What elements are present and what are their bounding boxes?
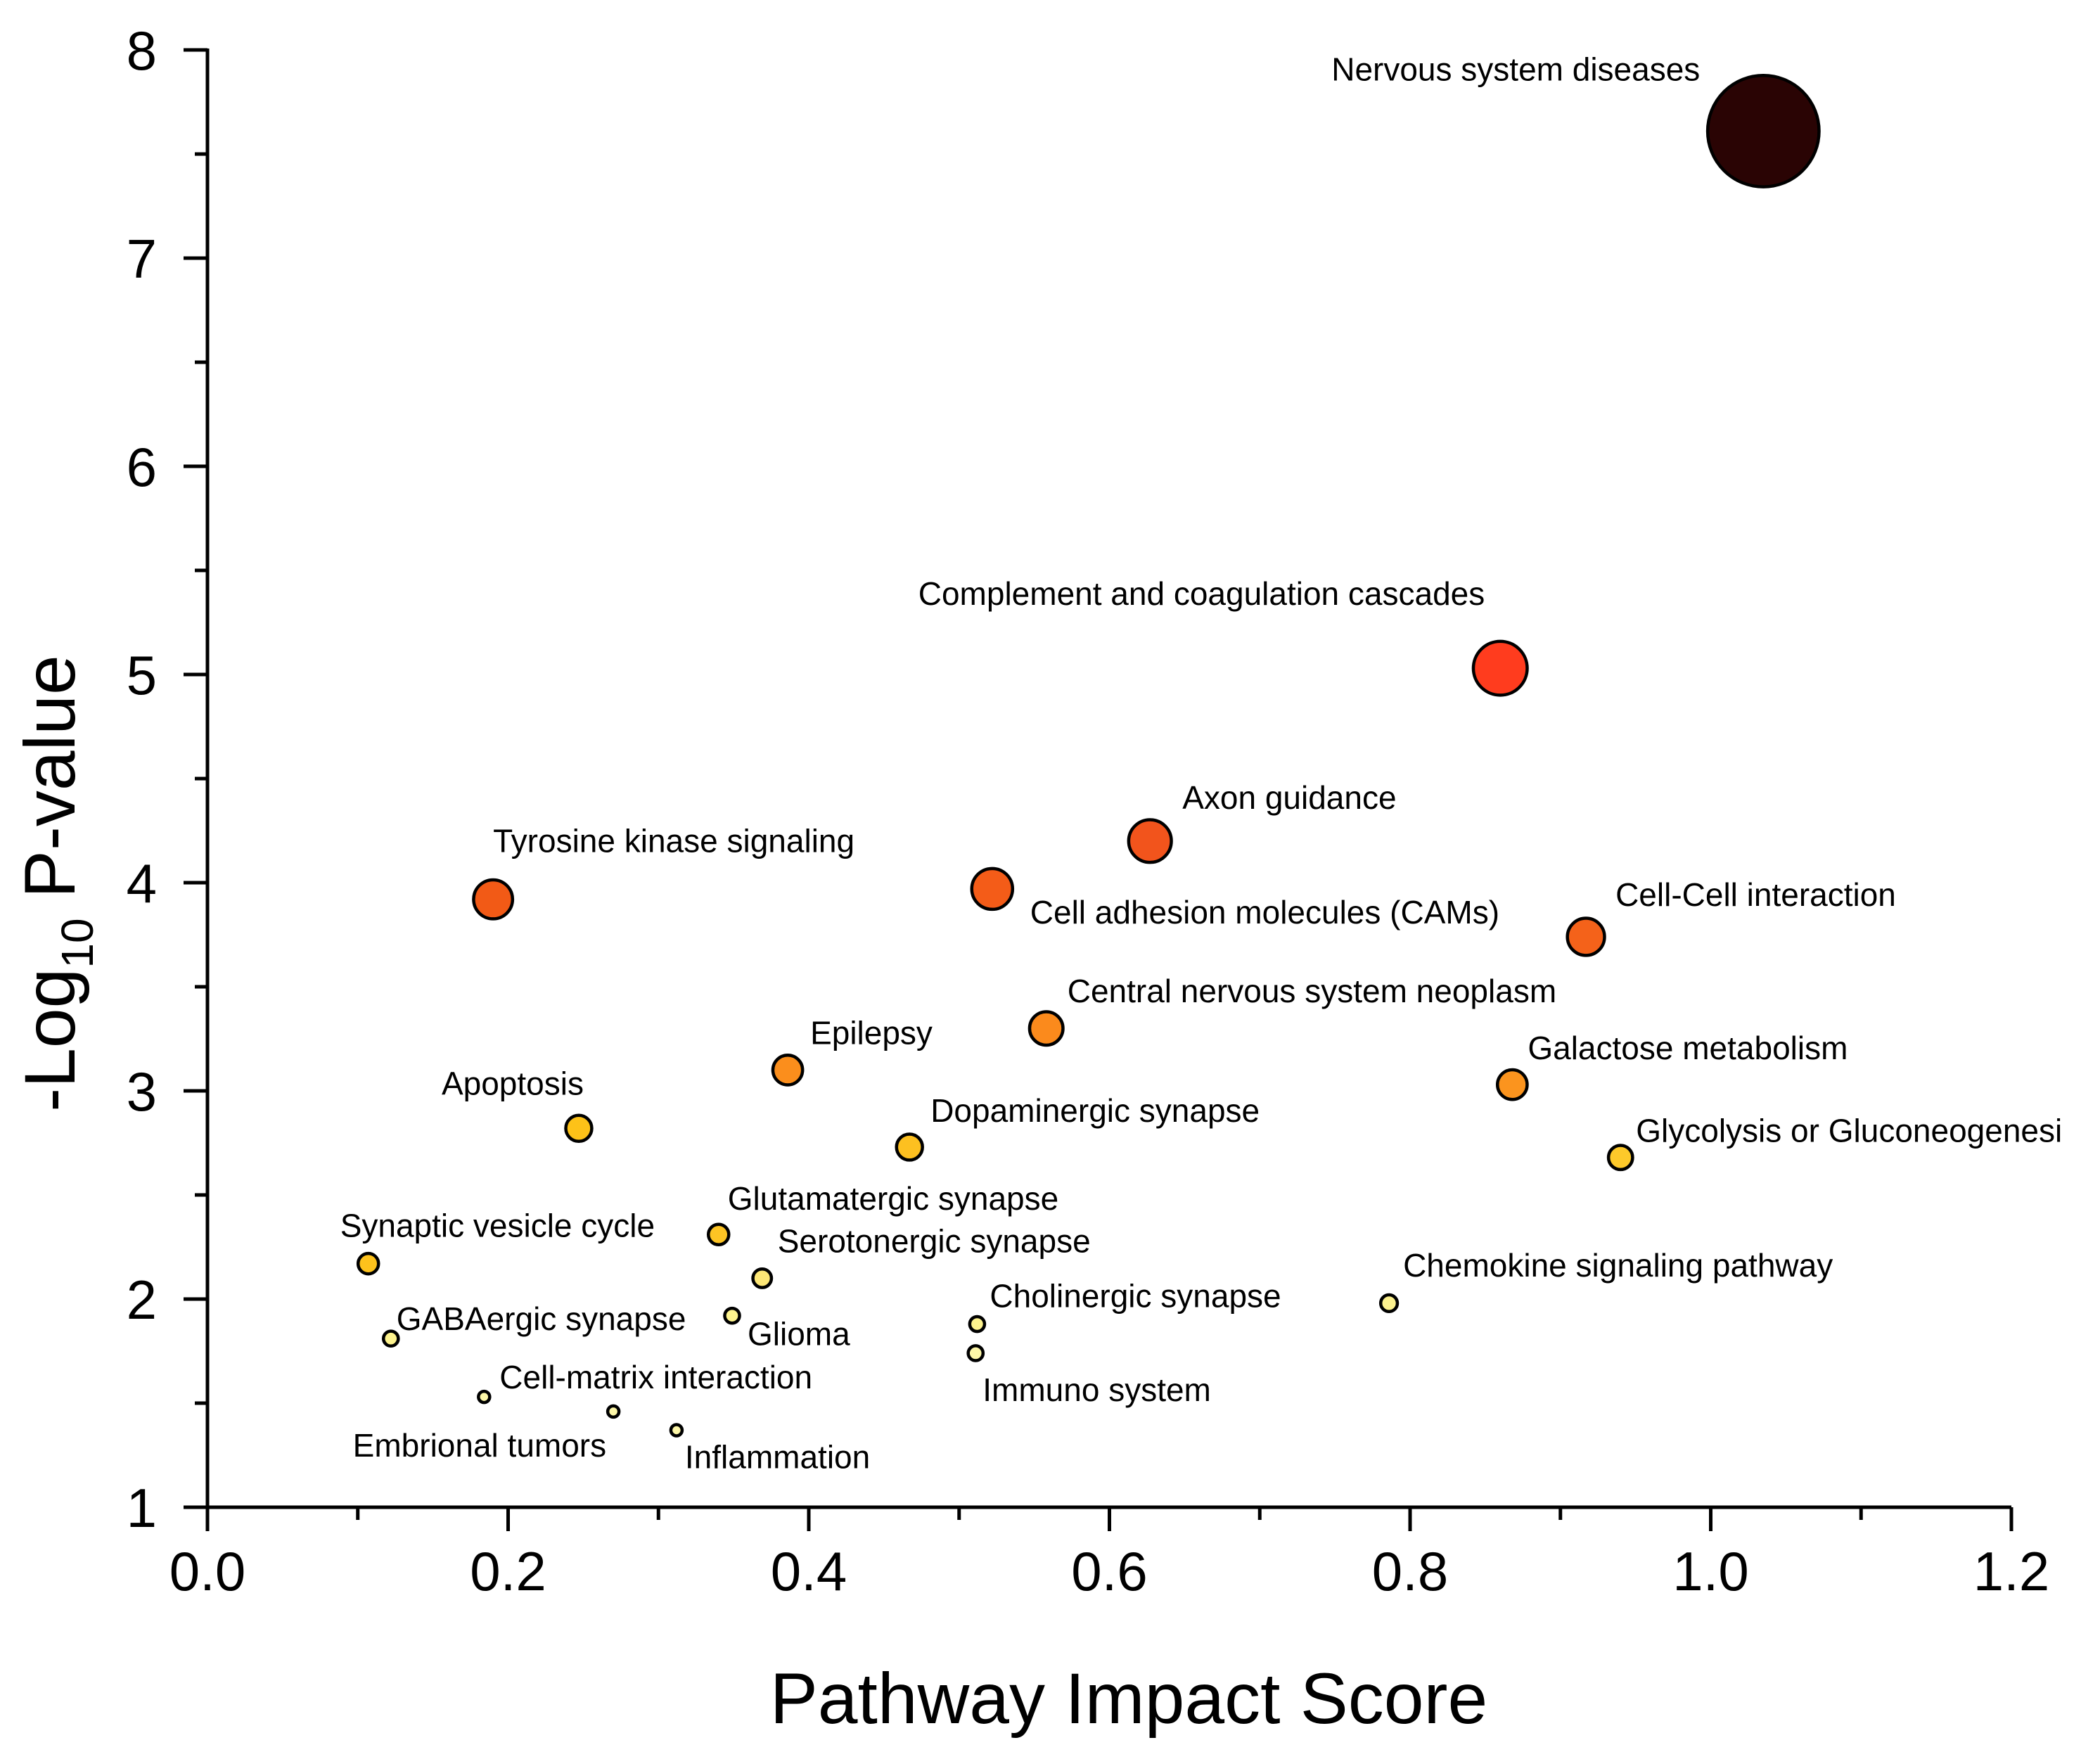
scatter-point [1495, 1068, 1529, 1101]
axes: 0.0 0.2 0.4 0.6 0.8 1.0 1.2 1 2 3 4 5 6 7 8 [127, 20, 2050, 1602]
scatter-point [966, 1344, 985, 1362]
y-tick-label: 7 [127, 228, 157, 290]
x-tick-label: 0.4 [771, 1540, 847, 1602]
y-axis-title: -Log10 P-value [10, 655, 103, 1112]
point-label: Immuno system [982, 1371, 1211, 1408]
y-axis-title-prefix: -Log [10, 968, 90, 1112]
scatter-point [564, 1113, 594, 1144]
point-label: Glioma [748, 1316, 850, 1353]
scatter-point [1566, 916, 1606, 957]
y-tick-label: 6 [127, 436, 157, 498]
scatter-point [1705, 73, 1821, 188]
scatter-point [472, 878, 515, 921]
scatter-point [1378, 1293, 1400, 1314]
point-label: Galactose metabolism [1528, 1030, 1848, 1066]
point-label: Axon guidance [1182, 779, 1396, 816]
x-tick-label: 1.2 [1973, 1540, 2049, 1602]
scatter-point [381, 1329, 400, 1348]
point-label: Cell adhesion molecules (CAMs) [1030, 894, 1499, 931]
x-tick-label: 0.0 [169, 1540, 245, 1602]
scatter-point [1471, 639, 1529, 697]
y-tick-label: 5 [127, 644, 157, 706]
scatter-point [968, 1315, 987, 1334]
data-points [356, 73, 1821, 1438]
y-tick-label: 3 [127, 1061, 157, 1123]
y-axis-title-suffix: P-value [10, 655, 90, 918]
point-label: Complement and coagulation cascades [918, 575, 1485, 612]
scatter-point [771, 1054, 805, 1087]
point-label: Chemokine signaling pathway [1403, 1247, 1833, 1284]
scatter-point [1027, 1010, 1065, 1047]
y-tick-label: 8 [127, 20, 157, 82]
scatter-point [723, 1306, 741, 1325]
y-tick-label: 1 [127, 1477, 157, 1539]
point-label: Serotonergic synapse [778, 1222, 1091, 1259]
point-label: GABAergic synapse [397, 1300, 686, 1337]
scatter-point [1606, 1144, 1634, 1172]
scatter-point [706, 1222, 731, 1247]
scatter-point [356, 1251, 380, 1276]
point-label: Glutamatergic synapse [728, 1180, 1058, 1217]
x-tick-label: 0.8 [1372, 1540, 1448, 1602]
point-label: Epilepsy [810, 1014, 933, 1051]
point-labels: Nervous system diseases Complement and co… [340, 51, 2062, 1475]
scatter-point [970, 867, 1015, 912]
point-label: Inflammation [685, 1438, 870, 1475]
y-tick-label: 4 [127, 852, 157, 914]
point-label: Cholinergic synapse [990, 1278, 1281, 1315]
scatter-point [895, 1132, 924, 1162]
point-label: Synaptic vesicle cycle [340, 1208, 655, 1244]
x-axis-title: Pathway Impact Score [770, 1658, 1487, 1739]
point-label: Cell-Cell interaction [1615, 876, 1896, 913]
scatter-point [477, 1389, 492, 1405]
scatter-point [669, 1423, 684, 1438]
y-tick-label: 2 [127, 1269, 157, 1331]
point-label: Cell-matrix interaction [499, 1359, 812, 1395]
point-label: Tyrosine kinase signaling [493, 823, 854, 859]
x-tick-label: 1.0 [1672, 1540, 1748, 1602]
x-tick-label: 0.2 [470, 1540, 546, 1602]
point-label: Central nervous system neoplasm [1068, 973, 1556, 1009]
point-label: Apoptosis [442, 1065, 584, 1101]
point-label: Dopaminergic synapse [930, 1092, 1260, 1129]
point-label: Glycolysis or Gluconeogenesi [1636, 1113, 2062, 1149]
x-tick-label: 0.6 [1071, 1540, 1147, 1602]
y-axis-title-subscript: 10 [52, 918, 103, 968]
scatter-point [751, 1267, 774, 1289]
point-label: Embrional tumors [353, 1427, 606, 1464]
scatter-point [606, 1404, 621, 1419]
scatter-point [1127, 818, 1173, 864]
point-label: Nervous system diseases [1331, 51, 1700, 87]
